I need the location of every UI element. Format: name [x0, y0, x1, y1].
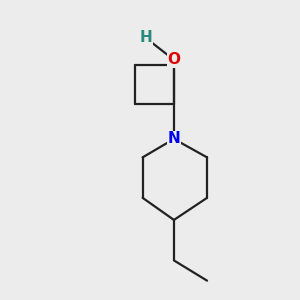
Text: N: N — [167, 131, 180, 146]
Text: O: O — [167, 52, 180, 67]
Text: H: H — [139, 30, 152, 45]
